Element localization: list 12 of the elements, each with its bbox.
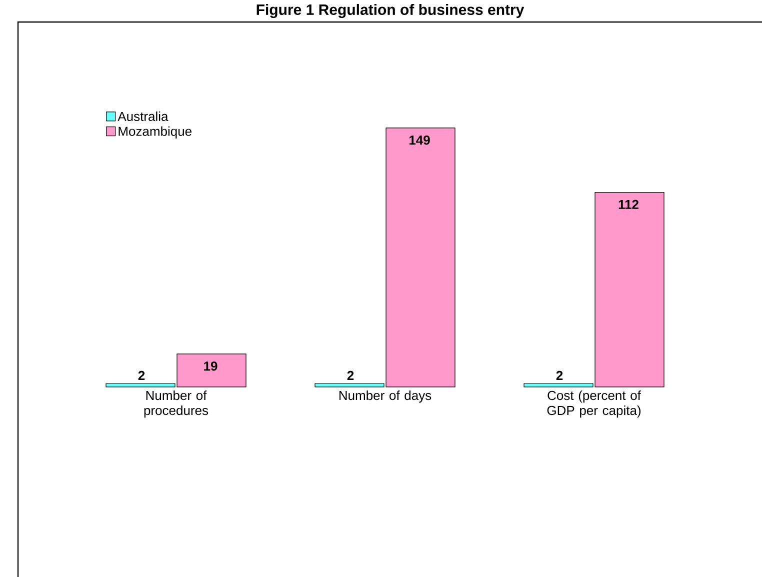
data-label: 149: [409, 136, 430, 145]
x-tick-label: Number of days: [339, 390, 432, 403]
legend-label: Australia: [118, 111, 168, 122]
data-label: 19: [204, 361, 218, 371]
legend-label: Mozambique: [118, 126, 192, 139]
data-label: 2: [138, 370, 145, 380]
data-label: 112: [618, 200, 638, 209]
chart-title: Figure 1 Regulation of business entry: [256, 4, 524, 18]
x-tick-label: Cost (percent of GDP per capita): [547, 390, 641, 418]
data-label: 2: [347, 370, 354, 380]
data-label: 2: [556, 370, 563, 380]
x-tick-label: Number of procedures: [144, 390, 208, 418]
